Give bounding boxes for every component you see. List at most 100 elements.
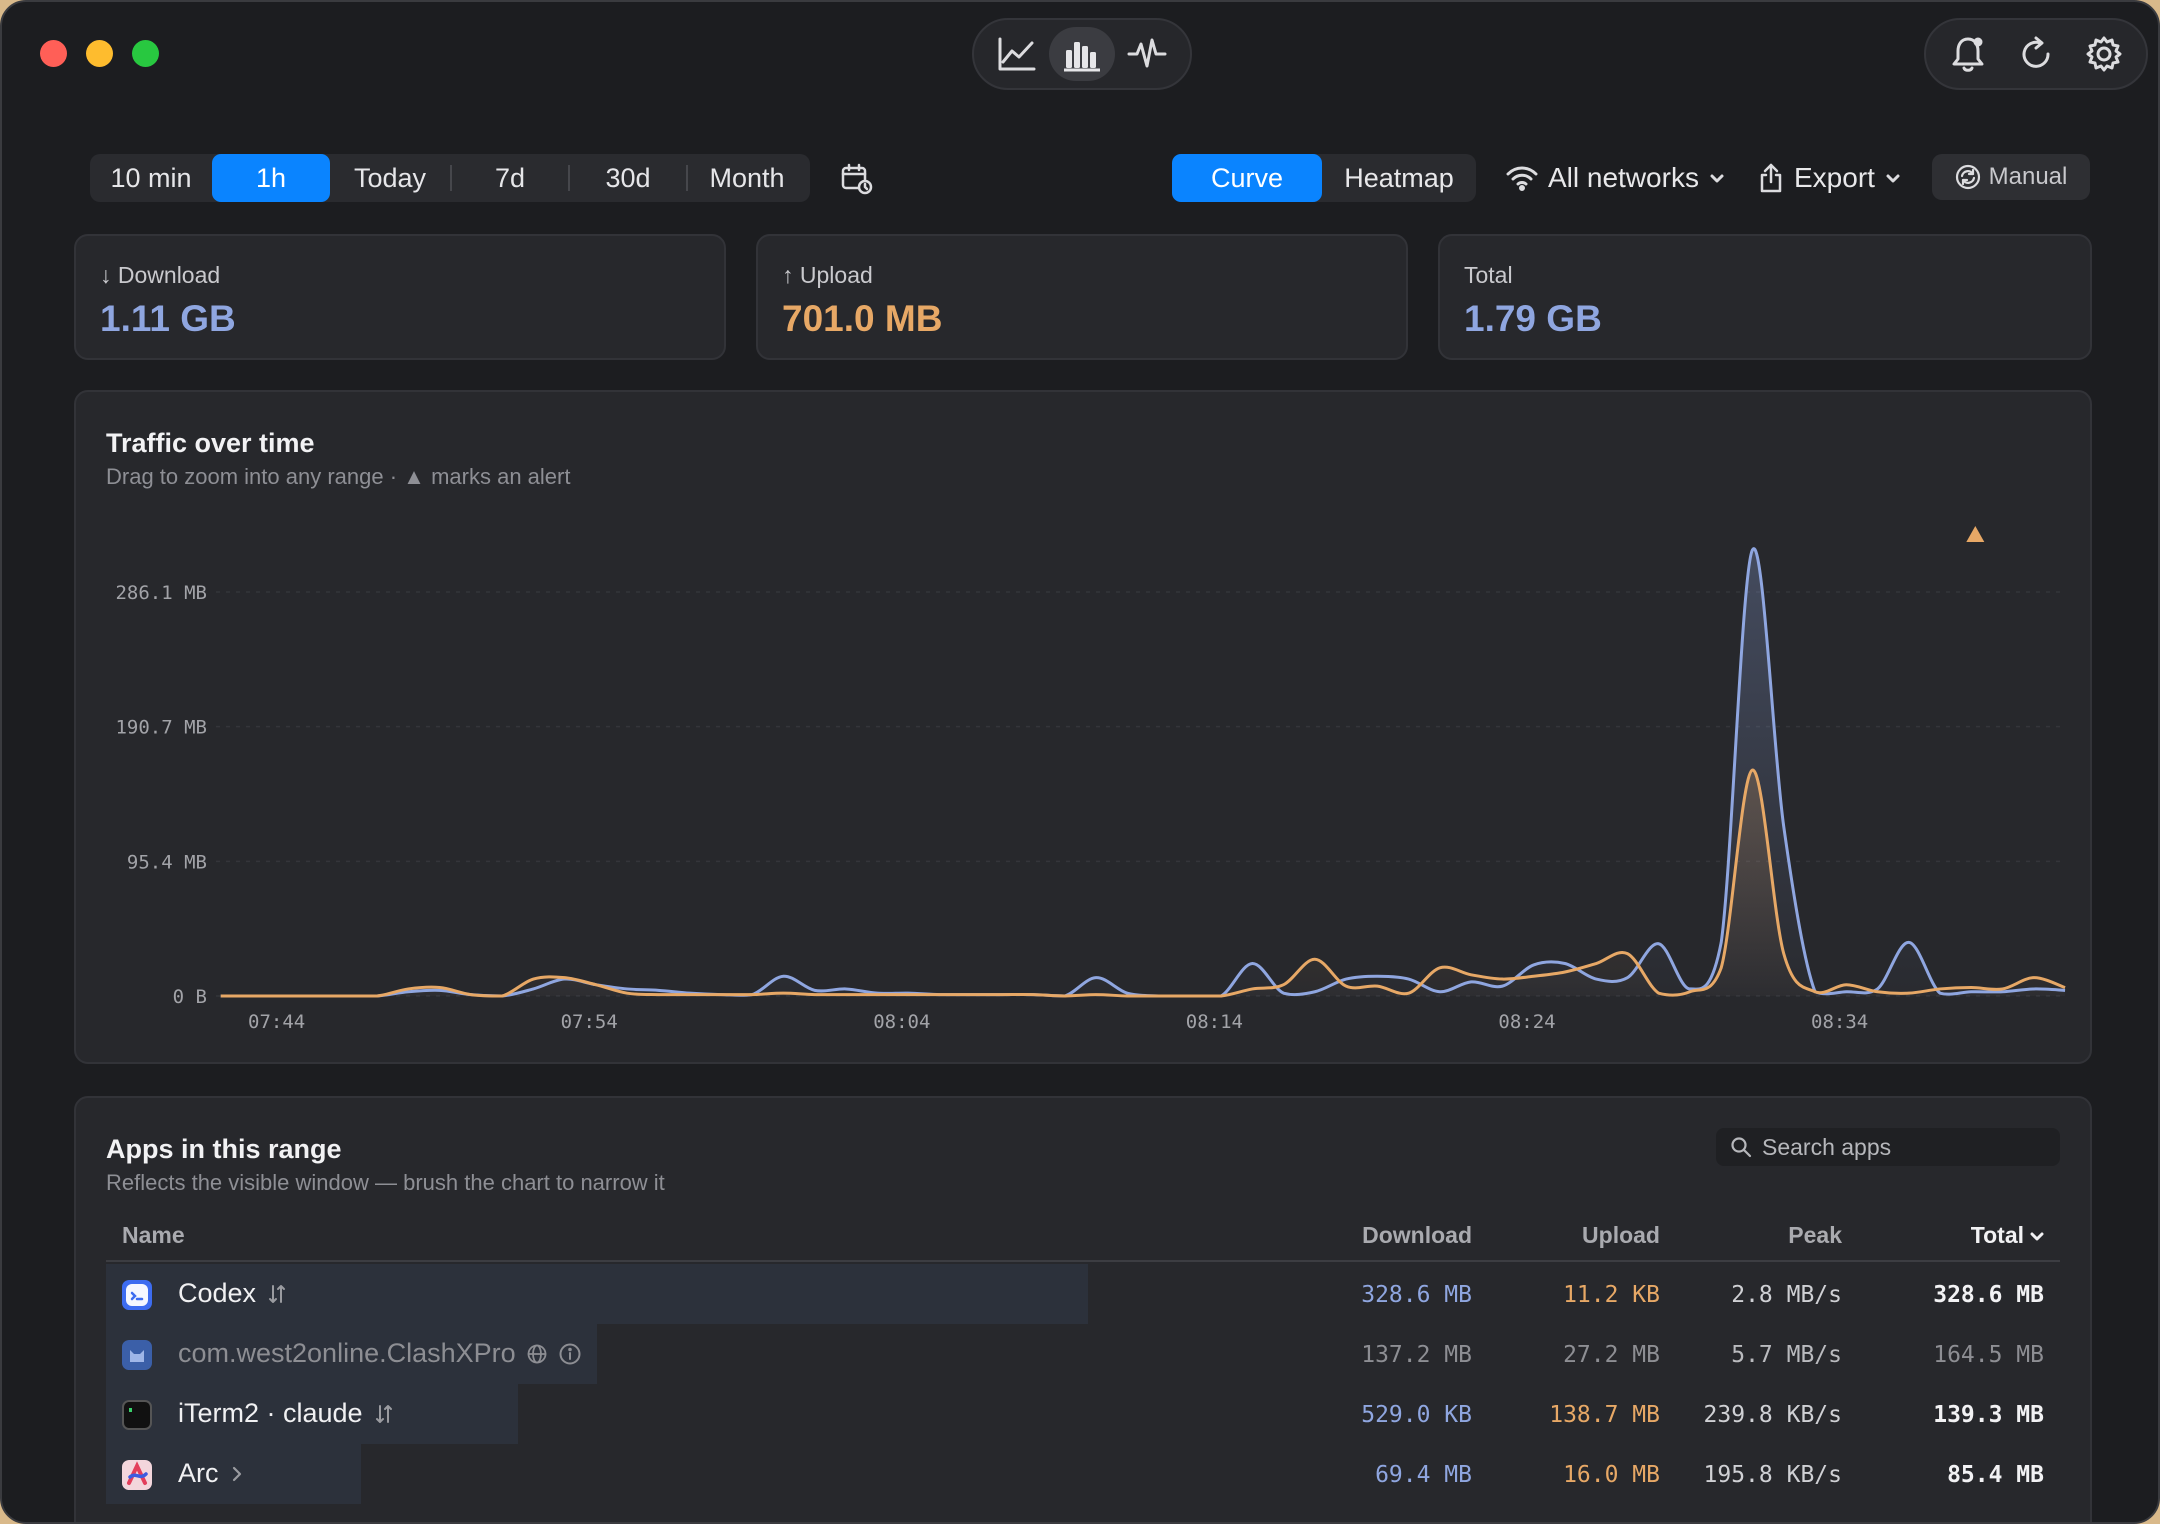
app-name-text: Codex bbox=[178, 1278, 257, 1308]
download-area bbox=[220, 548, 2066, 996]
column-header-upload[interactable]: Upload bbox=[1582, 1222, 1660, 1248]
total-stat-label: Total bbox=[1464, 262, 1513, 288]
bar-chart-icon bbox=[1063, 42, 1100, 72]
column-header-download[interactable]: Download bbox=[1362, 1222, 1472, 1248]
range-option[interactable]: 1h bbox=[212, 154, 330, 202]
total-stat-card: Total 1.79 GB bbox=[1438, 234, 2092, 360]
clashx-app-icon bbox=[122, 1340, 152, 1370]
app-name-text: Arc bbox=[178, 1458, 219, 1488]
column-header-peak[interactable]: Peak bbox=[1788, 1222, 1842, 1248]
chevron-down-icon bbox=[2030, 1232, 2044, 1240]
y-tick-label: 286.1 MB bbox=[115, 582, 207, 604]
search-apps-input[interactable] bbox=[1762, 1133, 2042, 1161]
range-option[interactable]: Month bbox=[709, 162, 785, 193]
download-label-text: Download bbox=[117, 262, 221, 288]
share-icon bbox=[1760, 163, 1782, 193]
mode-option-heatmap[interactable]: Heatmap bbox=[1344, 162, 1454, 193]
upload-stat-label: ↑ Upload bbox=[782, 262, 873, 288]
connections-icon bbox=[375, 1404, 392, 1423]
iterm-app-icon bbox=[122, 1400, 152, 1430]
terminal-glyph bbox=[129, 1408, 132, 1412]
manual-label: Manual bbox=[1988, 163, 2068, 190]
window-tools bbox=[1924, 18, 2148, 90]
pulse-icon bbox=[1127, 38, 1167, 68]
upload-cell: 16.0 MB bbox=[1563, 1462, 1660, 1488]
gear-icon bbox=[2086, 36, 2122, 72]
close-window-button[interactable] bbox=[40, 40, 67, 67]
range-option[interactable]: Today bbox=[353, 162, 427, 193]
range-option[interactable]: 7d bbox=[494, 162, 526, 193]
table-row[interactable]: Codex 328.6 MB 11.2 KB 2.8 MB/s 328.6 MB bbox=[106, 1264, 2060, 1324]
table-row[interactable]: iTerm2 · claude 529.0 KB 138.7 MB 239.8 … bbox=[106, 1384, 2060, 1444]
network-filter-dropdown[interactable]: All networks bbox=[1506, 154, 1725, 202]
y-tick-label: 95.4 MB bbox=[127, 851, 207, 873]
apps-table-header: Name Download Upload Peak Total bbox=[106, 1216, 2060, 1262]
export-dropdown[interactable]: Export bbox=[1758, 154, 1901, 202]
settings-button[interactable] bbox=[2074, 27, 2134, 81]
view-switcher bbox=[972, 18, 1192, 90]
row-share-bar bbox=[106, 1264, 1088, 1324]
traffic-line-chart[interactable]: 286.1 MB 190.7 MB 95.4 MB 0 B 07:44 07:54 08:0… bbox=[76, 392, 2090, 1062]
range-option[interactable]: 10 min bbox=[110, 162, 192, 193]
apps-subtitle: Reflects the visible window — brush the … bbox=[106, 1170, 665, 1195]
arc-app-icon bbox=[122, 1460, 152, 1490]
app-name: iTerm2 · claude bbox=[178, 1398, 395, 1429]
history-view-button[interactable] bbox=[1049, 27, 1115, 81]
upload-stat-value: 701.0 MB bbox=[782, 298, 943, 339]
y-tick-label: 190.7 MB bbox=[115, 717, 207, 739]
mode-option-curve[interactable]: Curve bbox=[1172, 154, 1322, 202]
globe-icon bbox=[527, 1344, 547, 1363]
download-stat-value: 1.11 GB bbox=[100, 298, 236, 339]
download-cell: 137.2 MB bbox=[1361, 1342, 1472, 1368]
trend-view-button[interactable] bbox=[984, 27, 1049, 81]
download-stat-label: ↓ Download bbox=[100, 262, 221, 288]
network-filter-label: All networks bbox=[1548, 162, 1699, 193]
x-tick-label: 07:54 bbox=[561, 1011, 618, 1033]
chart-subtitle-pre: Drag to zoom into any range · bbox=[106, 464, 398, 489]
maximize-window-button[interactable] bbox=[132, 40, 159, 67]
peak-cell: 2.8 MB/s bbox=[1731, 1282, 1842, 1308]
info-icon[interactable] bbox=[558, 1342, 582, 1366]
search-apps-field[interactable] bbox=[1716, 1128, 2060, 1166]
time-range-selector: 10 min 1h Today 7d 30d Month bbox=[90, 154, 810, 202]
custom-range-button[interactable] bbox=[840, 162, 874, 196]
refresh-button[interactable] bbox=[2006, 27, 2066, 81]
chart-mode-selector: Curve Heatmap bbox=[1172, 154, 1476, 202]
chevron-right-icon[interactable] bbox=[229, 1464, 245, 1484]
column-header-total-label: Total bbox=[1970, 1222, 2024, 1248]
x-tick-label: 08:34 bbox=[1811, 1011, 1868, 1033]
column-header-total[interactable]: Total bbox=[1971, 1222, 2044, 1249]
download-cell: 328.6 MB bbox=[1361, 1282, 1472, 1308]
range-option[interactable]: 30d bbox=[605, 162, 651, 193]
app-name-text: iTerm2 · claude bbox=[178, 1398, 363, 1428]
y-tick-label: 0 B bbox=[173, 986, 207, 1008]
line-chart-icon bbox=[998, 37, 1036, 71]
app-name: com.west2online.ClashXPro bbox=[178, 1338, 582, 1369]
upload-label-text: Upload bbox=[799, 262, 873, 288]
chevron-down-icon bbox=[1886, 174, 1900, 183]
table-row[interactable]: com.west2online.ClashXPro 137.2 MB 27.2 … bbox=[106, 1324, 2060, 1384]
app-name: Arc bbox=[178, 1458, 245, 1489]
manual-refresh-button[interactable]: Manual bbox=[1932, 154, 2090, 200]
segment-divider bbox=[568, 165, 570, 191]
arc-glyph bbox=[127, 1461, 148, 1485]
sync-icon bbox=[1955, 164, 1980, 190]
refresh-icon bbox=[2022, 36, 2050, 68]
column-header-name[interactable]: Name bbox=[122, 1222, 185, 1248]
live-view-button[interactable] bbox=[1115, 27, 1180, 81]
row-share-bar bbox=[106, 1384, 518, 1444]
chart-title: Traffic over time bbox=[106, 428, 315, 458]
export-label: Export bbox=[1794, 162, 1875, 193]
chart-subtitle-post: marks an alert bbox=[431, 464, 571, 489]
chevron-down-icon bbox=[1710, 174, 1724, 183]
table-row[interactable]: Arc 69.4 MB 16.0 MB 195.8 KB/s 85.4 MB bbox=[106, 1444, 2060, 1504]
chart-subtitle: Drag to zoom into any range · ▲ marks an… bbox=[106, 464, 570, 490]
upload-cell: 11.2 KB bbox=[1563, 1282, 1660, 1308]
row-share-bar bbox=[106, 1324, 597, 1384]
alerts-button[interactable] bbox=[1938, 27, 1998, 81]
total-cell: 164.5 MB bbox=[1933, 1342, 2044, 1368]
minimize-window-button[interactable] bbox=[86, 40, 113, 67]
total-cell: 139.3 MB bbox=[1933, 1402, 2044, 1428]
codex-app-icon bbox=[122, 1280, 152, 1310]
